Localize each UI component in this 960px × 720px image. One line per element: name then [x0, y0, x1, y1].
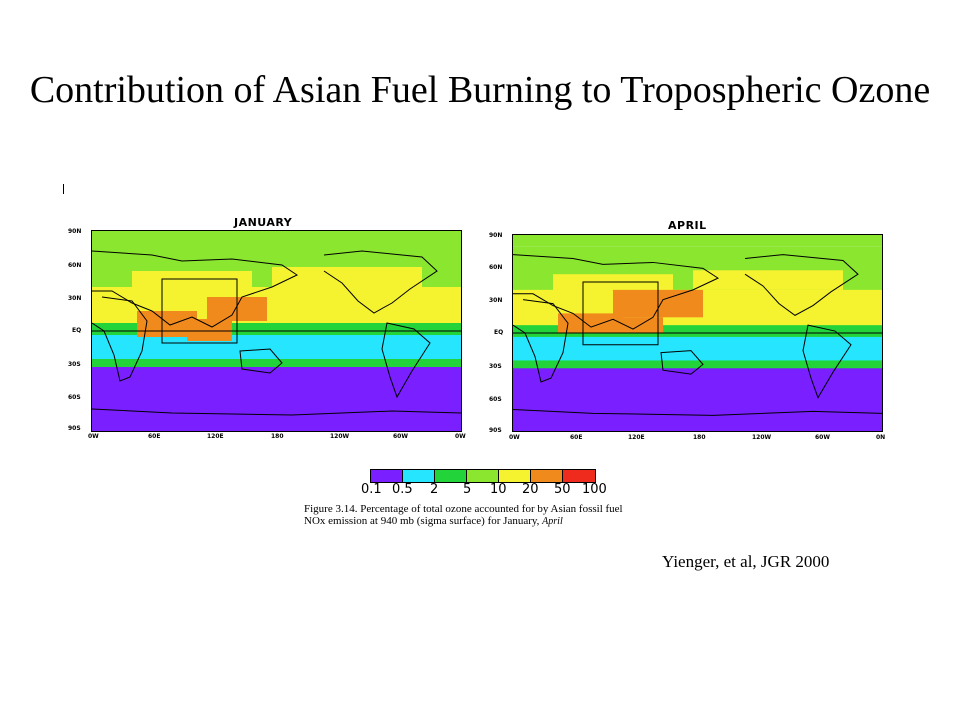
ozone-band [513, 336, 882, 365]
lat-label: EQ [72, 327, 82, 334]
color-swatch [435, 470, 467, 482]
scale-label: 2 [430, 482, 439, 497]
ozone-region [272, 267, 422, 287]
lon-label: 60E [148, 433, 161, 440]
scale-label: 50 [554, 482, 571, 497]
ozone-band [92, 335, 461, 363]
ozone-band [513, 368, 882, 431]
ozone-band [513, 235, 882, 247]
ozone-map-april [513, 235, 882, 431]
lat-label: 60S [489, 396, 502, 403]
scale-label: 10 [490, 482, 507, 497]
map-plot-april [512, 234, 883, 432]
scale-label: 5 [463, 482, 472, 497]
lon-label: 120E [628, 434, 645, 441]
ozone-map-january [92, 231, 461, 431]
slide-title: Contribution of Asian Fuel Burning to Tr… [29, 69, 931, 111]
color-swatch [531, 470, 563, 482]
lon-label: 120W [752, 434, 772, 441]
north-america-outline [744, 254, 859, 316]
lat-label: 90N [68, 228, 82, 235]
lon-label: 180 [271, 433, 284, 440]
ozone-region [553, 274, 673, 292]
color-swatch [467, 470, 499, 482]
caption-april-note: April [542, 516, 563, 527]
north-america-outline [323, 250, 438, 314]
ozone-hotspot [558, 313, 623, 333]
ozone-hotspot [187, 319, 232, 341]
ozone-region [132, 271, 252, 289]
color-swatch [563, 470, 595, 482]
lon-label: 0W [455, 433, 466, 440]
ozone-region [693, 270, 843, 290]
lon-label: 0N [876, 434, 886, 441]
lat-label: 90N [489, 232, 503, 239]
color-scale-bar [370, 469, 596, 483]
figure-caption: Figure 3.14. Percentage of total ozone a… [304, 503, 623, 528]
lat-label: 60N [489, 264, 503, 271]
color-swatch [403, 470, 435, 482]
map-title-january: JANUARY [234, 216, 293, 229]
australia-outline [660, 350, 704, 375]
lat-label: 30N [68, 295, 82, 302]
ozone-band [513, 360, 882, 371]
scale-label: 0.5 [392, 482, 413, 497]
stray-tick-mark [63, 184, 64, 194]
africa-outline [513, 299, 569, 383]
lon-label: 120E [207, 433, 224, 440]
antarctica-outline [92, 408, 461, 416]
ozone-hotspot [623, 317, 663, 333]
lon-label: 0W [509, 434, 520, 441]
lon-label: 180 [693, 434, 706, 441]
scale-label: 100 [582, 482, 607, 497]
citation: Yienger, et al, JGR 2000 [662, 552, 830, 571]
lon-label: 60E [570, 434, 583, 441]
map-plot-january [91, 230, 462, 432]
lat-label: 90S [489, 427, 502, 434]
lon-label: 60W [815, 434, 830, 441]
lon-label: 120W [330, 433, 350, 440]
caption-line-2: NOx emission at 940 mb (sigma surface) f… [304, 515, 563, 527]
asia-focus-box [161, 278, 238, 344]
lat-label: 90S [68, 425, 81, 432]
ozone-band [92, 231, 461, 243]
asia-focus-box [582, 281, 659, 346]
lat-label: 60S [68, 394, 81, 401]
australia-outline [239, 348, 283, 374]
lat-label: 30S [489, 363, 502, 370]
color-swatch [371, 470, 403, 482]
lon-label: 60W [393, 433, 408, 440]
antarctica-outline [513, 408, 882, 416]
color-swatch [499, 470, 531, 482]
ozone-band [92, 359, 461, 369]
scale-label: 20 [522, 482, 539, 497]
caption-line-1: Figure 3.14. Percentage of total ozone a… [304, 503, 623, 515]
scale-label: 0.1 [361, 482, 382, 497]
lat-label: 30S [68, 361, 81, 368]
map-title-april: APRIL [668, 219, 707, 232]
ozone-band [92, 367, 461, 431]
lon-label: 0W [88, 433, 99, 440]
lat-label: EQ [494, 329, 504, 336]
lat-label: 60N [68, 262, 82, 269]
africa-outline [92, 296, 148, 382]
lat-label: 30N [489, 297, 503, 304]
